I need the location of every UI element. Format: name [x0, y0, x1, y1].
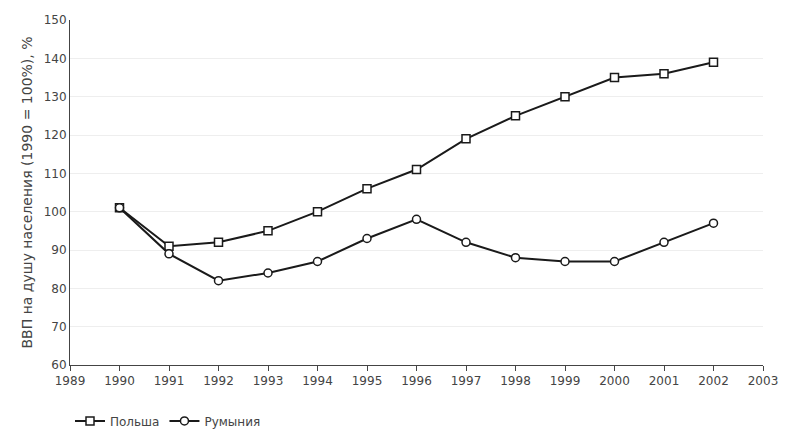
svg-text:2000: 2000: [599, 374, 630, 388]
svg-text:140: 140: [44, 52, 67, 66]
svg-text:1994: 1994: [302, 374, 333, 388]
svg-text:2002: 2002: [698, 374, 729, 388]
svg-text:1990: 1990: [104, 374, 135, 388]
svg-text:Румыния: Румыния: [204, 415, 260, 429]
svg-text:Польша: Польша: [110, 415, 159, 429]
svg-text:80: 80: [51, 282, 66, 296]
svg-text:1998: 1998: [500, 374, 531, 388]
svg-text:2003: 2003: [748, 374, 779, 388]
svg-text:ВВП на душу населения (1990 =: ВВП на душу населения (1990 = 100%), %: [19, 36, 35, 348]
svg-text:70: 70: [51, 320, 66, 334]
svg-text:60: 60: [51, 358, 66, 372]
svg-text:1992: 1992: [203, 374, 234, 388]
svg-text:120: 120: [44, 128, 67, 142]
svg-text:110: 110: [44, 167, 67, 181]
svg-text:1997: 1997: [451, 374, 482, 388]
svg-text:2001: 2001: [649, 374, 680, 388]
svg-text:130: 130: [44, 90, 67, 104]
svg-text:90: 90: [51, 243, 66, 257]
svg-text:1999: 1999: [550, 374, 581, 388]
svg-text:1995: 1995: [352, 374, 383, 388]
svg-text:1989: 1989: [55, 374, 86, 388]
svg-text:1996: 1996: [401, 374, 432, 388]
svg-text:150: 150: [44, 13, 67, 27]
svg-text:1991: 1991: [154, 374, 185, 388]
svg-text:100: 100: [44, 205, 67, 219]
svg-text:1993: 1993: [253, 374, 284, 388]
